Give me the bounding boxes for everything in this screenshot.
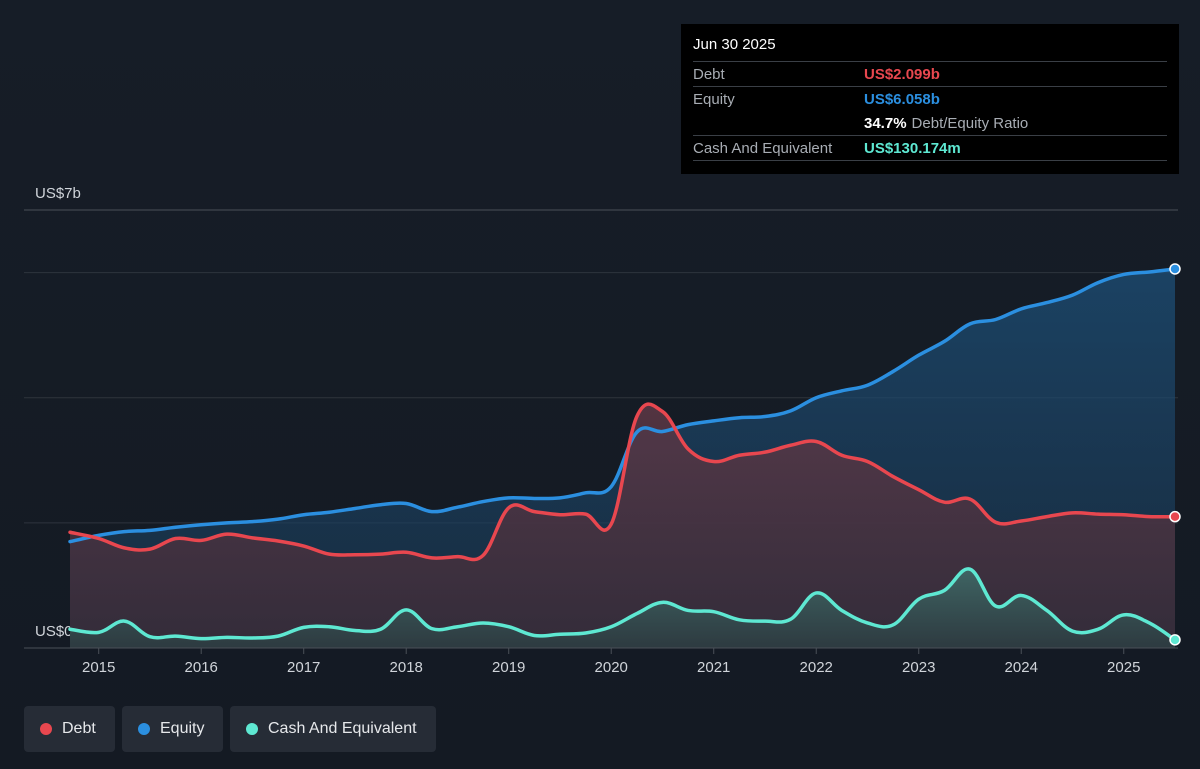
debt-end-marker bbox=[1169, 510, 1181, 523]
cash-line bbox=[68, 567, 1177, 642]
cash-end-marker bbox=[1169, 634, 1181, 646]
legend-item-cash[interactable]: Cash And Equivalent bbox=[230, 706, 436, 752]
tooltip-ratio-label: Debt/Equity Ratio bbox=[911, 114, 1029, 132]
equity-end-marker bbox=[1169, 263, 1181, 275]
tooltip-ratio-value: 34.7% bbox=[864, 114, 907, 132]
tooltip-panel: Jun 30 2025 Debt US$2.099b Equity US$6.0… bbox=[681, 24, 1179, 174]
x-tick-label-2016: 2016 bbox=[185, 659, 218, 676]
y-label-top: US$7b bbox=[35, 185, 81, 202]
series-end-markers bbox=[1169, 263, 1181, 646]
x-axis-ticks: 2015 2016 2017 2018 2019 2020 2021 2022 2023 2024… bbox=[82, 648, 1140, 676]
x-tick-label-2024: 2024 bbox=[1005, 659, 1038, 676]
legend-dot-equity-icon bbox=[138, 723, 150, 735]
legend: Debt Equity Cash And Equivalent bbox=[24, 706, 436, 752]
legend-item-equity[interactable]: Equity bbox=[122, 706, 223, 752]
legend-label-equity: Equity bbox=[160, 720, 205, 737]
tooltip-equity-label: Equity bbox=[693, 90, 735, 108]
series-lines bbox=[68, 267, 1177, 642]
y-label-bottom: US$0 bbox=[35, 623, 73, 640]
legend-dot-debt-icon bbox=[40, 723, 52, 735]
x-tick-label-2021: 2021 bbox=[697, 659, 730, 676]
tooltip-equity-value: US$6.058b bbox=[864, 90, 940, 108]
x-tick-label-2019: 2019 bbox=[492, 659, 525, 676]
x-tick-label-2022: 2022 bbox=[800, 659, 833, 676]
legend-label-cash: Cash And Equivalent bbox=[268, 720, 417, 737]
tooltip-row-ratio: 34.7% Debt/Equity Ratio bbox=[693, 111, 1167, 135]
tooltip-row-debt: Debt US$2.099b bbox=[693, 61, 1167, 86]
tooltip-row-cash: Cash And Equivalent US$130.174m bbox=[693, 135, 1167, 161]
tooltip-row-equity: Equity US$6.058b bbox=[693, 86, 1167, 111]
legend-item-debt[interactable]: Debt bbox=[24, 706, 115, 752]
x-tick-label-2015: 2015 bbox=[82, 659, 115, 676]
debt-line bbox=[68, 402, 1177, 562]
x-tick-label-2025: 2025 bbox=[1107, 659, 1140, 676]
legend-dot-cash-icon bbox=[246, 723, 258, 735]
x-tick-label-2018: 2018 bbox=[390, 659, 423, 676]
tooltip-cash-value: US$130.174m bbox=[864, 139, 961, 157]
tooltip-date: Jun 30 2025 bbox=[693, 36, 776, 53]
tooltip-debt-label: Debt bbox=[693, 65, 725, 83]
x-tick-label-2017: 2017 bbox=[287, 659, 320, 676]
tooltip-cash-label: Cash And Equivalent bbox=[693, 139, 833, 157]
x-tick-label-2020: 2020 bbox=[595, 659, 628, 676]
x-tick-label-2023: 2023 bbox=[902, 659, 935, 676]
legend-label-debt: Debt bbox=[62, 720, 96, 737]
equity-line bbox=[68, 267, 1177, 544]
tooltip-debt-value: US$2.099b bbox=[864, 65, 940, 83]
cash-area bbox=[70, 568, 1175, 648]
debt-area bbox=[70, 404, 1175, 648]
